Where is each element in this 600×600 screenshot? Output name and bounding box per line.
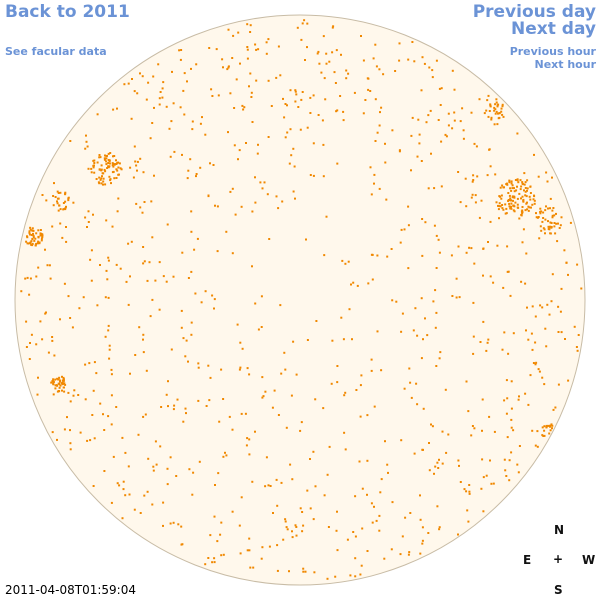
previous-hour-link[interactable]: Previous hour bbox=[509, 45, 596, 58]
compass-south-label: S bbox=[554, 583, 563, 597]
compass-north-label: N bbox=[554, 523, 565, 537]
compass-east-label: E bbox=[523, 553, 532, 567]
back-to-year-link[interactable]: Back to 2011 bbox=[5, 2, 130, 22]
see-facular-data-link[interactable]: See facular data bbox=[5, 45, 107, 58]
next-day-link[interactable]: Next day bbox=[511, 19, 596, 39]
next-hour-link[interactable]: Next hour bbox=[534, 58, 597, 71]
compass-west-label: W bbox=[582, 553, 596, 567]
observation-timestamp: 2011-04-08T01:59:04 bbox=[5, 583, 136, 597]
compass-center-icon: + bbox=[553, 552, 564, 566]
solar-disk-icon bbox=[14, 14, 586, 586]
previous-day-link[interactable]: Previous day bbox=[472, 2, 596, 22]
network-spots bbox=[20, 19, 583, 580]
